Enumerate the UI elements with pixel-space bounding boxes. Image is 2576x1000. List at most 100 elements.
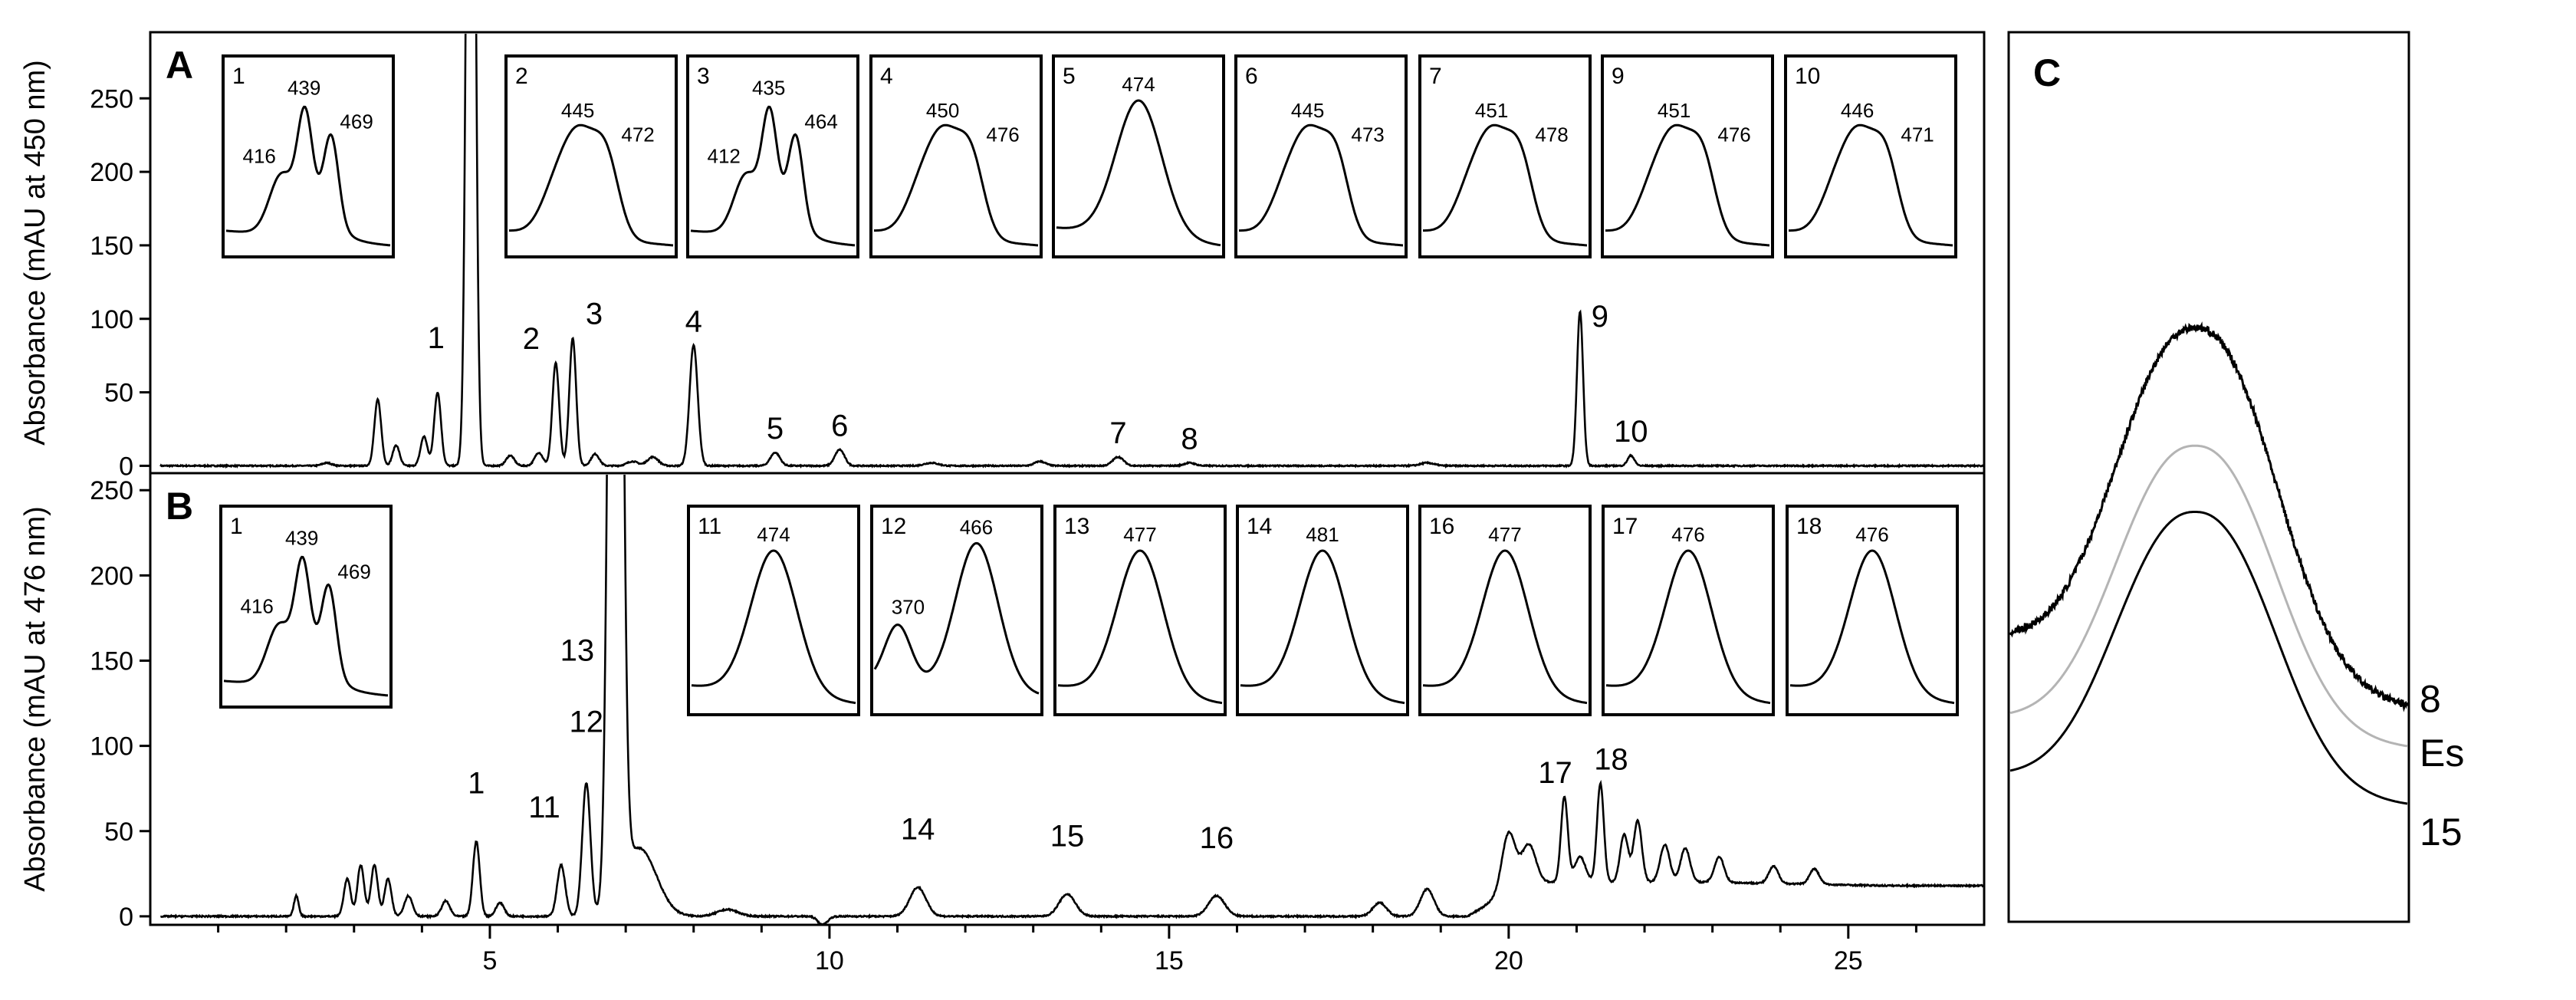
inset-curve	[691, 549, 856, 705]
inset-frame	[1234, 54, 1408, 258]
y-tick-label: 150	[90, 232, 133, 261]
inset-curve	[223, 555, 389, 697]
peak-label: 9	[1592, 300, 1608, 334]
inset-lambda-max: 446	[1841, 99, 1874, 122]
inset-frame	[869, 54, 1043, 258]
peak-label: 16	[1200, 821, 1234, 855]
inset-number: 13	[1064, 514, 1089, 539]
inset-frame	[1053, 505, 1227, 716]
inset-number: 14	[1247, 514, 1272, 539]
inset-frame	[687, 505, 860, 716]
inset-frame	[222, 54, 395, 258]
inset-spectrum-12: 12 370 466	[870, 505, 1043, 716]
inset-spectrum-7: 7 451 478	[1418, 54, 1592, 258]
peak-label: 2	[523, 322, 540, 356]
series-label: 8	[2420, 678, 2441, 721]
panel-letter: A	[166, 44, 193, 87]
inset-frame	[1786, 505, 1959, 716]
inset-spectrum-13: 13 477	[1053, 505, 1227, 716]
y-tick-label: 250	[90, 476, 133, 505]
inset-frame	[870, 505, 1043, 716]
panel-letter: B	[166, 485, 193, 528]
inset-curve	[1789, 549, 1955, 705]
x-axis: 5 10 15 20 25	[217, 925, 1917, 975]
inset-lambda-max: 476	[1855, 523, 1888, 546]
peak-label: 14	[901, 813, 935, 847]
y-tick-label: 50	[104, 379, 133, 408]
peak-label: 6	[831, 409, 848, 442]
panel-letter: C	[2033, 51, 2061, 94]
x-tick-label: 25	[1834, 946, 1863, 975]
inset-lambda-max: 435	[752, 76, 785, 99]
peak-label: 15	[1050, 820, 1085, 854]
y-tick-label: 50	[104, 817, 133, 847]
inset-lambda-max: 476	[986, 123, 1019, 146]
inset-frame	[1784, 54, 1957, 258]
inset-spectrum-16: 16 477	[1418, 505, 1592, 716]
y-tick-label: 200	[90, 561, 133, 590]
inset-lambda-max: 439	[285, 526, 318, 549]
x-tick-label: 10	[815, 946, 844, 975]
peak-label: 7	[1109, 416, 1126, 450]
x-tick-label: 5	[483, 946, 498, 975]
inset-curve	[1605, 123, 1770, 247]
inset-lambda-max: 471	[1901, 123, 1934, 146]
inset-spectrum-11: 11 474	[687, 505, 860, 716]
panel-a: 0 50 100 150 200 250 Absorbance (mAU at 450 nm…	[19, 31, 1986, 481]
spectrum-line-15	[2009, 511, 2408, 805]
inset-number: 12	[881, 514, 906, 539]
inset-spectrum-6: 6 445 473	[1234, 54, 1408, 258]
inset-curve	[509, 123, 674, 247]
inset-number: 2	[515, 64, 528, 89]
inset-lambda-max: 445	[561, 99, 594, 122]
inset-number: 16	[1429, 514, 1454, 539]
inset-lambda-max: 451	[1658, 99, 1691, 122]
chromatogram-trace-b	[160, 475, 1984, 925]
inset-lambda-max: 473	[1351, 123, 1384, 146]
y-tick-label: 0	[119, 903, 133, 932]
peak-label: 18	[1594, 742, 1628, 776]
inset-curve	[874, 123, 1039, 247]
inset-number: 18	[1796, 514, 1822, 539]
inset-lambda-max: 474	[1122, 73, 1155, 96]
peak-label: 4	[685, 304, 702, 338]
inset-lambda-max: 450	[926, 99, 959, 122]
x-tick-label: 15	[1155, 946, 1184, 975]
inset-frame	[1418, 505, 1592, 716]
inset-spectrum-18: 18 476	[1786, 505, 1959, 716]
inset-curve	[1240, 549, 1405, 705]
inset-lambda-max: 472	[621, 123, 654, 146]
chromatogram-trace-a	[159, 34, 1984, 469]
inset-number: 3	[697, 64, 710, 89]
inset-lambda-max: 416	[242, 144, 275, 167]
inset-spectrum-9: 9 451 476	[1601, 54, 1774, 258]
y-axis-title: Absorbance (mAU at 450 nm)	[19, 60, 51, 446]
inset-curve	[1605, 549, 1771, 705]
inset-spectrum-3: 3 412 435 464	[686, 54, 859, 258]
inset-curve	[225, 105, 391, 247]
inset-spectrum-4: 4 450 476	[869, 54, 1043, 258]
peak-label: 1	[428, 321, 445, 355]
inset-lambda-max: 469	[340, 110, 373, 133]
x-tick-label: 20	[1494, 946, 1523, 975]
inset-spectrum-17: 17 476	[1602, 505, 1775, 716]
inset-lambda-max: 477	[1488, 523, 1521, 546]
inset-number: 9	[1612, 64, 1625, 89]
inset-lambda-max: 481	[1306, 523, 1339, 546]
series-label: Es	[2420, 732, 2464, 775]
inset-lambda-max: 474	[757, 523, 790, 546]
inset-spectrum-1: 1 416 439 469	[219, 505, 393, 709]
inset-spectrum-2: 2 445 472	[504, 54, 678, 258]
peak-label: 8	[1181, 423, 1198, 456]
inset-spectrum-1: 1 416 439 469	[222, 54, 395, 258]
inset-curve	[1422, 549, 1588, 705]
peak-label: 11	[528, 791, 560, 824]
panel-b-frame	[149, 472, 1986, 926]
inset-lambda-max: 445	[1291, 99, 1324, 122]
inset-number: 17	[1612, 514, 1638, 539]
inset-number: 6	[1245, 64, 1258, 89]
inset-frame	[1602, 505, 1775, 716]
peak-label: 17	[1538, 756, 1572, 790]
inset-curve	[1057, 549, 1223, 705]
